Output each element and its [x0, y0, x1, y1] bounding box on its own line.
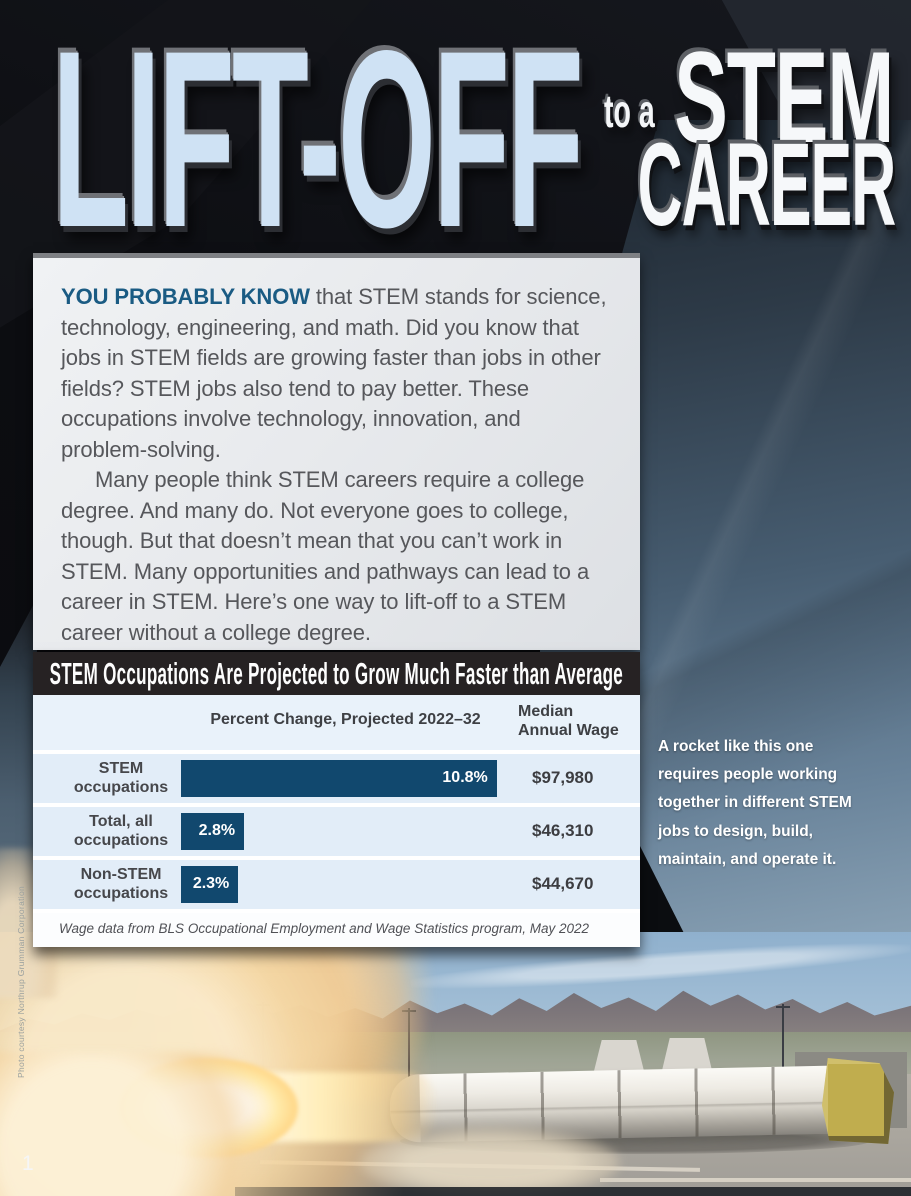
chart-row: Non-STEM occupations 2.3% $44,670: [33, 859, 640, 909]
chart-row: Total, all occupations 2.8% $46,310: [33, 806, 640, 856]
photo-caption: A rocket like this one requires people w…: [658, 738, 852, 868]
chart-box: STEM Occupations Are Projected to Grow M…: [33, 652, 640, 947]
chart-wage-header: Median Annual Wage: [518, 703, 619, 739]
intro-paragraph-1: YOU PROBABLY KNOW that STEM stands for s…: [61, 282, 612, 465]
thrust-block: [822, 1058, 894, 1144]
chart-row-wage: $44,670: [532, 874, 594, 894]
chart-title-bar: STEM Occupations Are Projected to Grow M…: [33, 652, 640, 695]
chart-row-label: STEM occupations: [73, 760, 169, 797]
rocket-test-photo: [0, 932, 911, 1196]
chart-bar-value: 2.8%: [198, 822, 236, 840]
chart-row-wage: $46,310: [532, 821, 594, 841]
chart-bar: 2.3%: [181, 865, 239, 903]
chart-bar-value: 10.8%: [442, 769, 488, 787]
chart-bar-track: 2.3%: [181, 865, 522, 903]
chart-footnote: Wage data from BLS Occupational Employme…: [33, 912, 640, 947]
page-title-connector: to a: [604, 85, 655, 137]
intro-lead-in: YOU PROBABLY KNOW: [61, 284, 310, 309]
chart-row-label: Non-STEM occupations: [73, 866, 169, 903]
chart-bar: 2.8%: [181, 812, 245, 850]
chart-title: STEM Occupations Are Projected to Grow M…: [49, 655, 624, 691]
chart-column-headers: Percent Change, Projected 2022–32 Median…: [33, 695, 640, 750]
chart-rows: STEM occupations 10.8% $97,980 Total, all o…: [33, 753, 640, 909]
chart-bar-track: 2.8%: [181, 812, 522, 850]
intro-box: YOU PROBABLY KNOW that STEM stands for s…: [33, 253, 640, 650]
page-title-main: LIFT-OFF: [52, 0, 584, 280]
smoke-cloud: [0, 1052, 290, 1196]
page-title-career: CAREER: [637, 119, 896, 251]
photo-pipe: [600, 1178, 911, 1182]
chart-header-spacer: [33, 703, 173, 741]
chart-bar: 10.8%: [181, 759, 497, 797]
photo-bottom-shade: [235, 1187, 911, 1196]
chart-bars-header: Percent Change, Projected 2022–32: [210, 711, 481, 728]
intro-paragraph-1-text: that STEM stands for science, technology…: [61, 284, 607, 462]
page-title-stem: STEM: [674, 24, 894, 170]
chart-row-label: Total, all occupations: [73, 813, 169, 850]
chart-row: STEM occupations 10.8% $97,980: [33, 753, 640, 803]
chart-row-wage: $97,980: [532, 768, 594, 788]
chart-bar-value: 2.3%: [192, 875, 230, 893]
chart-bar-track: 10.8%: [181, 759, 522, 797]
intro-paragraph-2: Many people think STEM careers require a…: [61, 467, 590, 645]
photo-light-pole: [776, 1004, 790, 1070]
photo-credit: Photo courtesy Northrup Grumman Corporat…: [16, 886, 26, 1078]
page-number: 1: [22, 1152, 34, 1175]
dust-cloud: [360, 1128, 620, 1196]
